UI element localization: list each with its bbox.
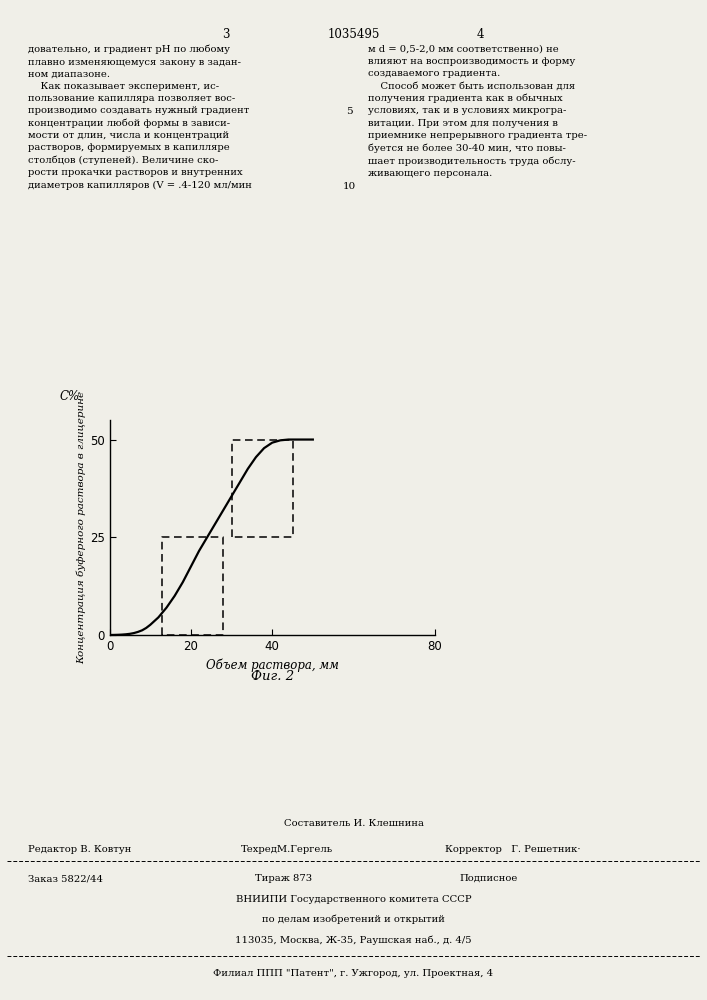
Text: 10: 10 xyxy=(343,182,356,191)
Text: 113035, Москва, Ж-35, Раушская наб., д. 4/5: 113035, Москва, Ж-35, Раушская наб., д. … xyxy=(235,935,472,945)
Text: 4: 4 xyxy=(477,28,484,41)
Text: Составитель И. Клешнина: Составитель И. Клешнина xyxy=(284,819,423,828)
Text: Редактор В. Ковтун: Редактор В. Ковтун xyxy=(28,845,132,854)
Text: 1035495: 1035495 xyxy=(327,28,380,41)
Text: м d = 0,5-2,0 мм соответственно) не
влияют на воспроизводимость и форму
создавае: м d = 0,5-2,0 мм соответственно) не влия… xyxy=(368,45,587,178)
Text: Заказ 5822/44: Заказ 5822/44 xyxy=(28,874,103,883)
Text: 3: 3 xyxy=(223,28,230,41)
Text: Филиал ППП "Патент", г. Ужгород, ул. Проектная, 4: Филиал ППП "Патент", г. Ужгород, ул. Про… xyxy=(214,969,493,978)
Text: С%: С% xyxy=(59,390,79,403)
Text: ВНИИПИ Государственного комитета СССР: ВНИИПИ Государственного комитета СССР xyxy=(235,895,472,904)
Text: 5: 5 xyxy=(346,107,353,116)
Text: Тираж 873: Тираж 873 xyxy=(255,874,312,883)
Text: ТехредМ.Гергель: ТехредМ.Гергель xyxy=(240,845,332,854)
Y-axis label: Концентрация буферного раствора в глицерине: Концентрация буферного раствора в глицер… xyxy=(76,391,86,664)
Text: по делам изобретений и открытий: по делам изобретений и открытий xyxy=(262,915,445,924)
Text: Фиг. 2: Фиг. 2 xyxy=(251,670,293,683)
Text: Корректор   Г. Решетник·: Корректор Г. Решетник· xyxy=(445,845,581,854)
Text: Подписное: Подписное xyxy=(460,874,518,883)
X-axis label: Объем раствора, мм: Объем раствора, мм xyxy=(206,658,339,672)
Text: довательно, и градиент рН по любому
плавно изменяющемуся закону в задан-
ном диа: довательно, и градиент рН по любому плав… xyxy=(28,45,252,190)
